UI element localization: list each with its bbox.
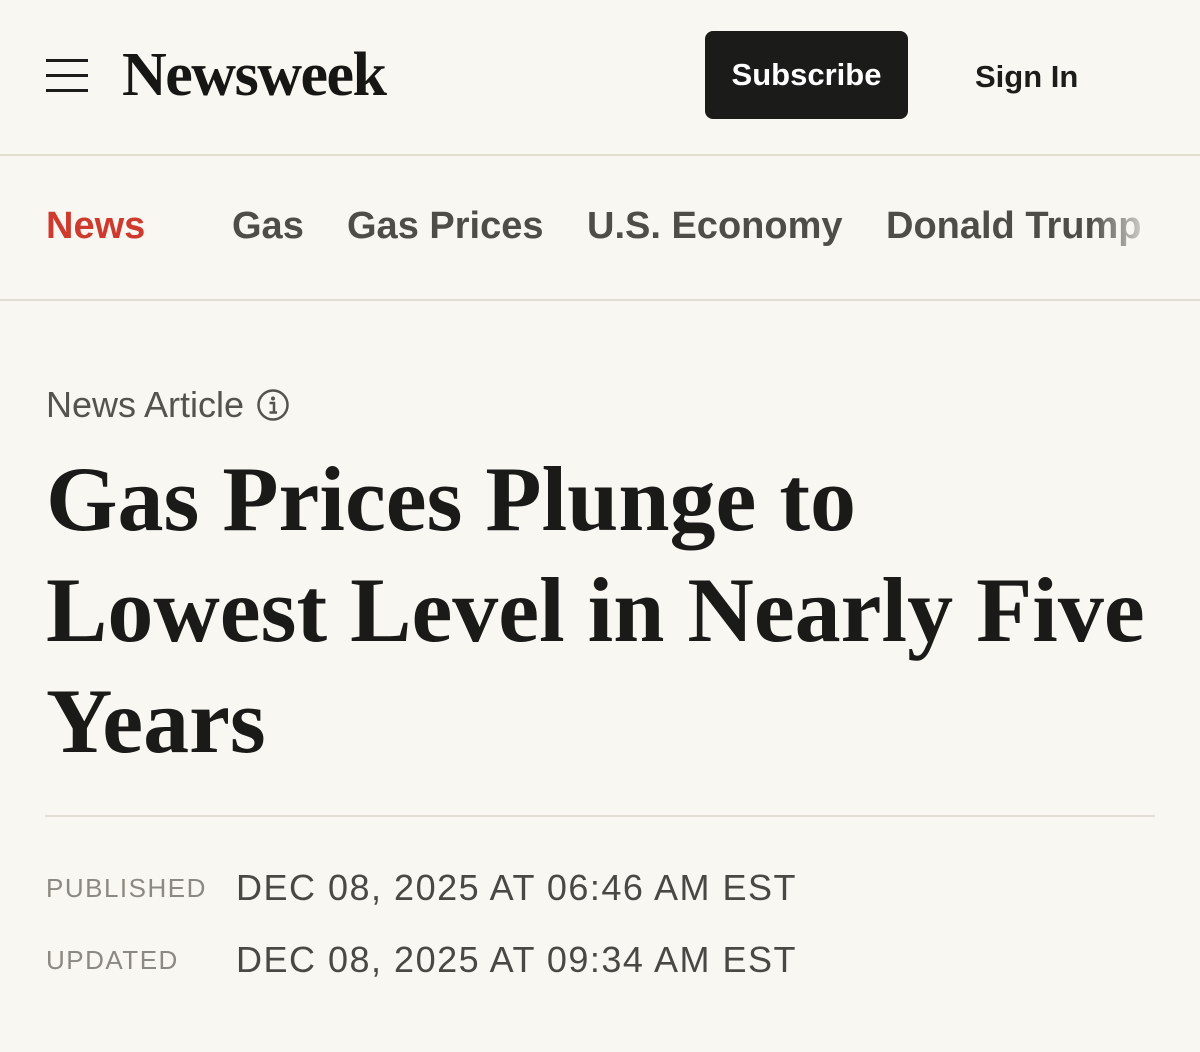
info-icon[interactable]	[256, 388, 290, 422]
article-kind: News Article	[46, 383, 290, 427]
logo[interactable]: Newsweek	[122, 41, 387, 109]
subscribe-button[interactable]: Subscribe	[705, 31, 908, 119]
nav-track: News Gas Gas Prices U.S. Economy Donald Trum…	[0, 156, 1160, 299]
nav-link[interactable]: Gas	[232, 205, 304, 247]
nav-fade	[1090, 156, 1160, 299]
article-kind-label: News Article	[46, 384, 245, 425]
nav-link[interactable]: Gas Prices	[347, 205, 544, 247]
topic-nav: News Gas Gas Prices U.S. Economy Donald Trum…	[0, 156, 1200, 301]
site-header: Newsweek Subscribe Sign In	[0, 0, 1200, 156]
nav-link[interactable]: News	[46, 205, 146, 247]
updated-label: UPDATED	[46, 945, 179, 975]
nav-link[interactable]: U.S. Economy	[587, 205, 843, 247]
published-date: DEC 08, 2025 AT 06:46 AM EST	[236, 867, 797, 908]
published-label: PUBLISHED	[46, 873, 207, 903]
divider	[45, 815, 1155, 817]
menu-button[interactable]	[46, 59, 88, 93]
headline: Gas Prices Plunge to Lowest Level in Nea…	[46, 448, 1145, 772]
sign-in-link[interactable]: Sign In	[975, 59, 1079, 94]
updated-date: DEC 08, 2025 AT 09:34 AM EST	[236, 939, 797, 980]
